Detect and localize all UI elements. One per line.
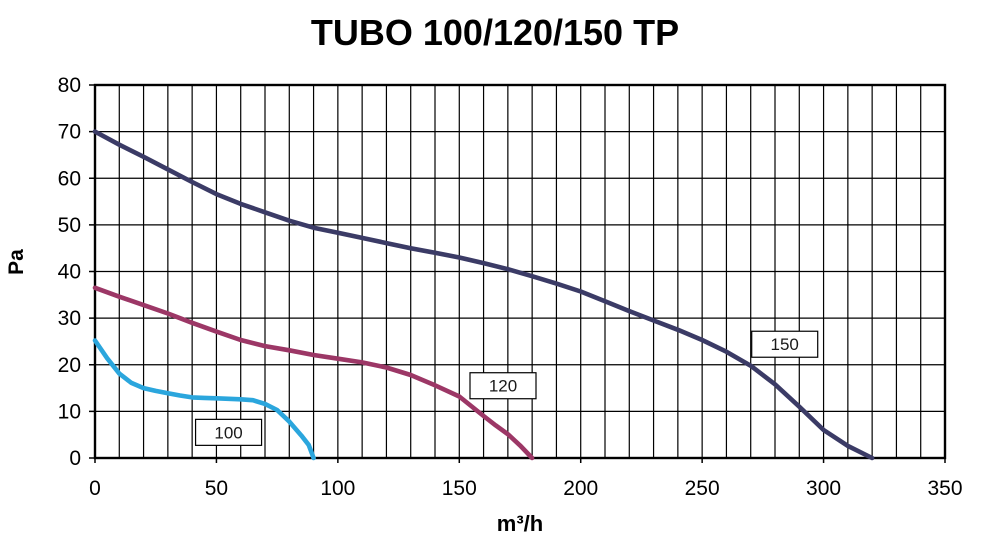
y-tick-label: 70 — [58, 121, 81, 144]
curve-100 — [92, 338, 316, 461]
x-axis-label: m³/h — [496, 511, 544, 536]
plot-border — [93, 83, 947, 460]
x-tick-label: 50 — [205, 477, 228, 500]
x-tick-label: 200 — [563, 477, 598, 500]
x-tick-label: 150 — [442, 477, 477, 500]
curve-label-120: 120 — [469, 372, 537, 400]
x-tick-label: 350 — [927, 477, 962, 500]
tick-labels: 0 50 100 150 200 250 300 350 0 10 20 30 40 50 60 70 80 — [58, 74, 963, 500]
curve-label-100: 100 — [194, 418, 263, 446]
y-tick-label: 10 — [58, 400, 81, 423]
x-tick-label: 0 — [89, 477, 101, 500]
y-tick-label: 80 — [58, 74, 81, 97]
svg-text:150: 150 — [771, 335, 799, 354]
y-tick-label: 60 — [58, 167, 81, 190]
curve-150 — [92, 129, 875, 461]
y-tick-label: 40 — [58, 261, 81, 284]
x-tick-label: 100 — [320, 477, 355, 500]
x-tick-label: 300 — [806, 477, 841, 500]
svg-text:120: 120 — [489, 377, 517, 396]
curve-label-150: 150 — [751, 330, 819, 358]
y-tick-label: 0 — [69, 447, 81, 470]
chart-title: TUBO 100/120/150 TP — [310, 12, 680, 53]
curve-120 — [92, 285, 535, 461]
y-tick-label: 50 — [58, 214, 81, 237]
svg-text:100: 100 — [214, 423, 242, 442]
x-tick-label: 250 — [685, 477, 720, 500]
y-tick-label: 20 — [58, 354, 81, 377]
y-tick-label: 30 — [58, 307, 81, 330]
